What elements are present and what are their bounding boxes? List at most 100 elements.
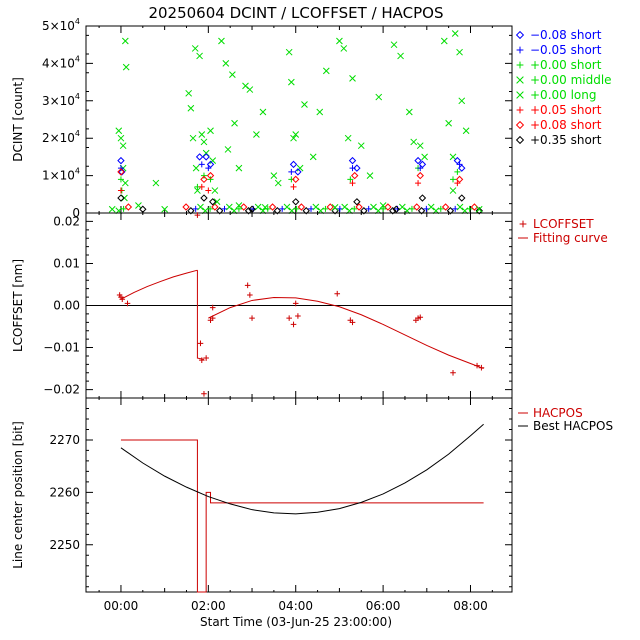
data-point — [450, 369, 456, 376]
data-point — [414, 156, 422, 165]
fitting-curve — [120, 269, 198, 300]
data-point — [445, 119, 452, 127]
series-plus — [117, 161, 463, 175]
data-point — [221, 205, 228, 212]
data-point — [348, 156, 357, 165]
data-point — [296, 164, 304, 172]
data-point — [309, 153, 317, 161]
data-point — [453, 156, 462, 165]
panel-middle: −0.02 −0.01 0.00 0.01 0.02 LCOFFSET [nm] LCOFF… — [11, 212, 608, 399]
series-plus — [117, 165, 461, 194]
data-point — [200, 175, 208, 184]
data-point — [353, 164, 361, 172]
data-point — [235, 164, 243, 172]
data-point — [121, 179, 129, 187]
data-point — [185, 89, 193, 97]
data-point — [349, 75, 356, 82]
data-point — [211, 203, 219, 211]
data-point — [117, 187, 124, 194]
data-point — [203, 355, 209, 361]
y-tick-label: 2×104 — [42, 129, 80, 145]
data-point — [117, 156, 125, 165]
data-point — [273, 207, 282, 215]
data-point — [205, 165, 212, 172]
y-tick-label: 0.00 — [53, 299, 80, 313]
data-point — [290, 183, 297, 190]
data-point — [211, 187, 219, 194]
data-point — [119, 142, 127, 150]
data-point — [289, 160, 298, 169]
dcint-legend-marker — [515, 30, 525, 40]
data-point — [458, 97, 466, 105]
data-point — [200, 194, 208, 202]
data-point — [302, 207, 310, 215]
data-point — [470, 203, 479, 211]
data-point — [410, 138, 418, 146]
y-axis-label-dcint: DCINT [count] — [11, 77, 25, 162]
data-point — [417, 207, 426, 215]
dcint-legend-label: −0.08 short — [530, 28, 602, 42]
data-point — [194, 187, 201, 194]
data-point — [351, 205, 358, 212]
y-tick-label: 0.01 — [53, 256, 80, 270]
series-diamond — [117, 168, 464, 184]
data-point — [209, 157, 217, 164]
series-plus — [117, 180, 461, 194]
series-diamond — [117, 194, 466, 213]
data-point — [456, 203, 464, 211]
dcint-legend-marker — [516, 61, 524, 69]
data-point — [198, 357, 205, 363]
data-point — [288, 78, 295, 86]
y-tick-label: −0.01 — [43, 341, 80, 355]
data-point — [349, 165, 356, 172]
data-point — [293, 205, 300, 212]
series-line-best-hacpos — [120, 423, 484, 515]
panels: 0 1×104 2×104 3×104 4×104 5×104 DCINT [count] −… — [11, 17, 613, 613]
lcoffset-legend-label: LCOFFSET — [533, 217, 594, 231]
data-point — [427, 203, 435, 211]
data-point — [254, 203, 262, 211]
data-point — [353, 198, 361, 206]
dcint-legend-marker — [515, 135, 525, 145]
data-point — [191, 45, 199, 52]
data-point — [200, 138, 208, 146]
data-point — [187, 104, 195, 112]
data-point — [301, 101, 308, 108]
data-point — [290, 134, 297, 142]
data-point — [415, 180, 422, 187]
y-tick-label: 3×104 — [42, 92, 80, 108]
y-tick-label: 0.02 — [53, 214, 80, 228]
data-point — [235, 202, 243, 209]
data-point — [108, 205, 116, 213]
data-point — [360, 207, 368, 215]
data-point — [288, 168, 295, 175]
data-point — [197, 203, 204, 211]
data-point — [331, 204, 339, 211]
data-point — [249, 315, 255, 321]
data-point — [279, 205, 286, 212]
data-point — [192, 205, 199, 212]
data-point — [418, 194, 427, 202]
data-point — [198, 161, 205, 168]
data-point — [207, 127, 214, 135]
x-axis-label: Start Time (03-Jun-25 23:00:00) — [200, 615, 392, 629]
data-point — [231, 119, 238, 127]
panel-bottom: 00:00 02:00 04:00 06:00 08:00 2250 2260 2270 Lin… — [11, 397, 613, 613]
data-point — [370, 203, 377, 211]
data-point — [270, 172, 278, 179]
data-point — [449, 187, 457, 194]
data-point — [264, 205, 271, 212]
data-point — [206, 171, 215, 180]
data-point — [336, 205, 343, 212]
data-point — [341, 203, 349, 211]
y-tick-label: 4×104 — [42, 54, 80, 70]
data-point — [117, 176, 124, 183]
x-tick-label: 00:00 — [104, 599, 139, 613]
y-axis-label-lcoffset: LCOFFSET [nm] — [11, 259, 25, 352]
data-point — [209, 304, 216, 311]
data-point — [366, 172, 374, 179]
data-point — [334, 290, 341, 297]
data-point — [206, 160, 215, 169]
data-point — [290, 321, 297, 328]
data-point — [397, 52, 404, 60]
